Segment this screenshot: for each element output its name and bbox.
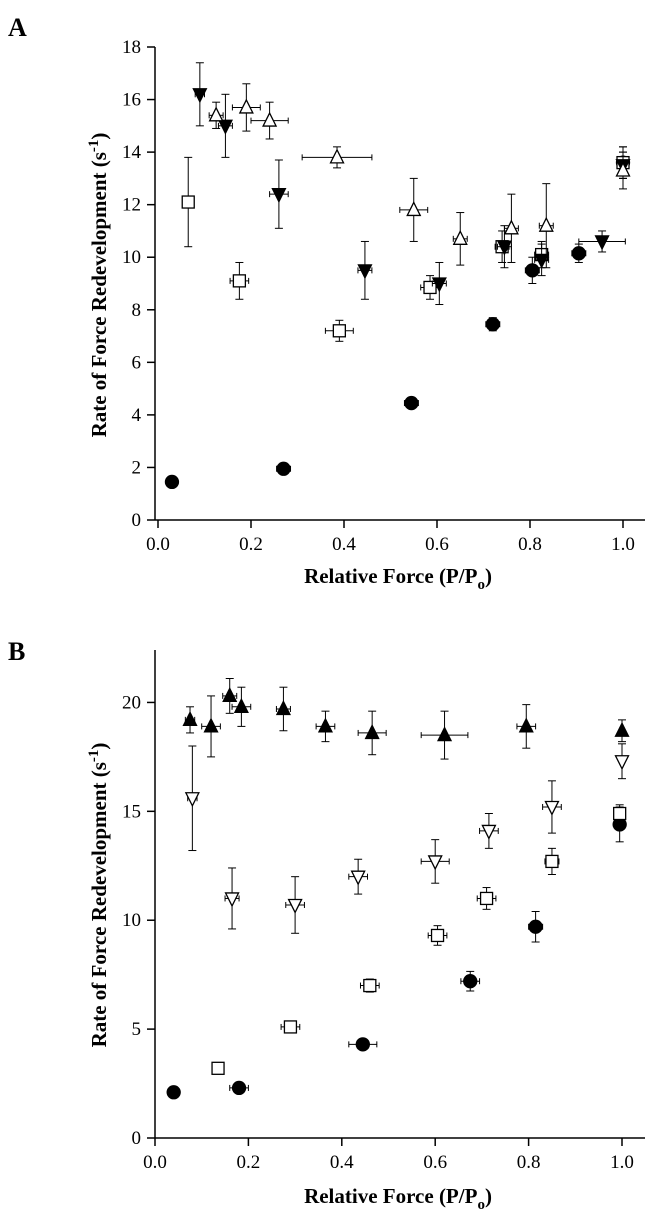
panel-b-x-tick-label: 0.4 [330, 1152, 354, 1173]
panel-a-y-axis-label: Rate of Force Redevelopment (s-1) [86, 133, 111, 438]
panel-b-x-tick-label: 0.2 [237, 1152, 261, 1173]
panel-b-point-square-open [280, 1020, 301, 1034]
panel-a-point-circle-filled [164, 474, 180, 490]
panel-b-point-triangle-up-filled [231, 686, 252, 727]
panel-b-point-square-open [476, 887, 497, 910]
panel-a-y-tick-label: 10 [122, 247, 141, 268]
panel-b-y-tick-label: 10 [122, 910, 141, 931]
panel-a-point-circle-filled [485, 317, 501, 332]
panel-b-y-tick-label: 15 [122, 801, 141, 822]
panel-a-point-triangle-up-open [301, 146, 373, 169]
panel-b-point-triangle-up-filled [275, 686, 291, 732]
panel-a-point-triangle-up-open [250, 101, 289, 140]
panel-b-point-triangle-up-filled [614, 719, 630, 743]
panel-a-y-tick-label: 6 [132, 352, 142, 373]
panel-b-y-tick-label: 0 [132, 1128, 142, 1149]
panel-b: B 0 5 10 15 20 0.0 0.2 0.4 0.6 0.8 1.0 Relative F… [8, 637, 645, 1213]
panel-a-point-circle-filled [403, 395, 419, 411]
panel-b-y-tick-label: 5 [132, 1019, 142, 1040]
panel-a-point-triangle-down-filled [357, 240, 373, 300]
panel-b-x-tick-label: 0.8 [517, 1152, 541, 1173]
panel-b-point-triangle-up-filled [201, 695, 221, 758]
panel-a-point-circle-filled [276, 461, 292, 476]
panel-b-y-tick-label: 20 [122, 692, 141, 713]
panel-a-y-tick-label: 14 [122, 142, 142, 163]
panel-b-point-triangle-down-open [348, 858, 368, 895]
panel-b-point-circle-filled [460, 970, 481, 992]
panel-a-point-triangle-down-filled [534, 243, 550, 277]
panel-a-point-square-open [181, 156, 195, 248]
panel-a-point-square-open [324, 319, 354, 342]
panel-b-x-tick-label: 0.0 [143, 1152, 167, 1173]
panel-a-point-triangle-down-filled [578, 230, 626, 253]
panel-b-point-triangle-up-filled [420, 710, 469, 760]
panel-a-point-triangle-down-filled [192, 62, 208, 127]
panel-a-y-tick-label: 8 [132, 300, 142, 321]
panel-b-letter: B [8, 637, 25, 666]
panel-b-point-triangle-down-open [542, 780, 562, 834]
panel-b-point-triangle-down-open [285, 876, 305, 934]
panel-a-y-tick-label: 16 [122, 90, 141, 111]
panel-b-point-triangle-up-filled [516, 704, 537, 749]
panel-b-x-tick-label: 0.6 [423, 1152, 447, 1173]
panel-b-point-triangle-down-open [224, 867, 240, 930]
panel-a-point-circle-filled [571, 243, 587, 263]
panel-b-point-square-open [544, 847, 560, 875]
panel-b-x-axis-label: Relative Force (P/Po) [304, 1184, 492, 1213]
panel-b-point-triangle-up-filled [357, 710, 387, 756]
panel-a-x-tick-label: 0.0 [146, 534, 170, 555]
panel-a-x-tick-label: 0.4 [332, 534, 356, 555]
panel-b-point-triangle-down-open [614, 743, 630, 780]
panel-a-x-axis-label: Relative Force (P/Po) [304, 564, 492, 593]
panel-a: A 0 2 4 6 8 10 12 14 16 18 0.0 0.2 0.4 0.6 0.8 1.0 Rel… [8, 13, 645, 593]
panel-a-point-triangle-up-open [231, 83, 261, 132]
panel-a-x-tick-label: 0.8 [518, 534, 542, 555]
panel-a-point-triangle-down-filled [217, 93, 233, 158]
panel-b-point-triangle-up-filled [182, 706, 198, 734]
panel-b-point-square-open [613, 804, 627, 823]
panel-a-y-tick-label: 0 [132, 510, 142, 531]
panel-a-y-tick-label: 12 [122, 195, 141, 216]
panel-a-point-triangle-up-open [538, 183, 554, 269]
panel-a-y-tick-label: 4 [132, 405, 142, 426]
panel-b-y-axis-label: Rate of Force Redevelopment (s-1) [86, 743, 111, 1048]
panel-b-point-square-open [427, 925, 448, 946]
panel-b-point-circle-filled [229, 1080, 249, 1096]
panel-b-point-square-open [359, 978, 380, 993]
panel-b-point-triangle-up-filled [315, 710, 336, 743]
panel-a-x-tick-label: 1.0 [611, 534, 635, 555]
panel-a-point-square-open [420, 275, 440, 300]
panel-b-point-square-open [211, 1061, 225, 1075]
panel-a-y-tick-label: 2 [132, 457, 142, 478]
panel-b-point-triangle-down-open [420, 839, 450, 884]
panel-a-letter: A [8, 13, 27, 42]
panel-b-point-triangle-down-open [479, 813, 499, 849]
panel-a-point-triangle-down-filled [431, 261, 447, 306]
panel-a-point-triangle-up-open [503, 193, 519, 263]
panel-a-point-triangle-down-filled [269, 159, 289, 229]
panel-b-x-tick-label: 1.0 [610, 1152, 634, 1173]
panel-b-point-circle-filled [166, 1085, 181, 1100]
panel-a-point-triangle-up-open [452, 212, 468, 266]
panel-b-point-triangle-down-open [184, 745, 200, 852]
panel-a-x-tick-label: 0.6 [425, 534, 449, 555]
panel-a-point-triangle-up-open [615, 151, 631, 190]
panel-a-point-square-open [229, 261, 250, 300]
panel-b-point-triangle-up-filled [222, 677, 238, 714]
panel-a-x-tick-label: 0.2 [239, 534, 263, 555]
panel-a-y-tick-label: 18 [122, 37, 141, 58]
panel-a-point-triangle-up-open [208, 101, 224, 129]
panel-b-point-circle-filled [528, 911, 544, 943]
panel-b-point-circle-filled [348, 1037, 378, 1052]
panel-a-point-triangle-up-open [399, 177, 429, 242]
